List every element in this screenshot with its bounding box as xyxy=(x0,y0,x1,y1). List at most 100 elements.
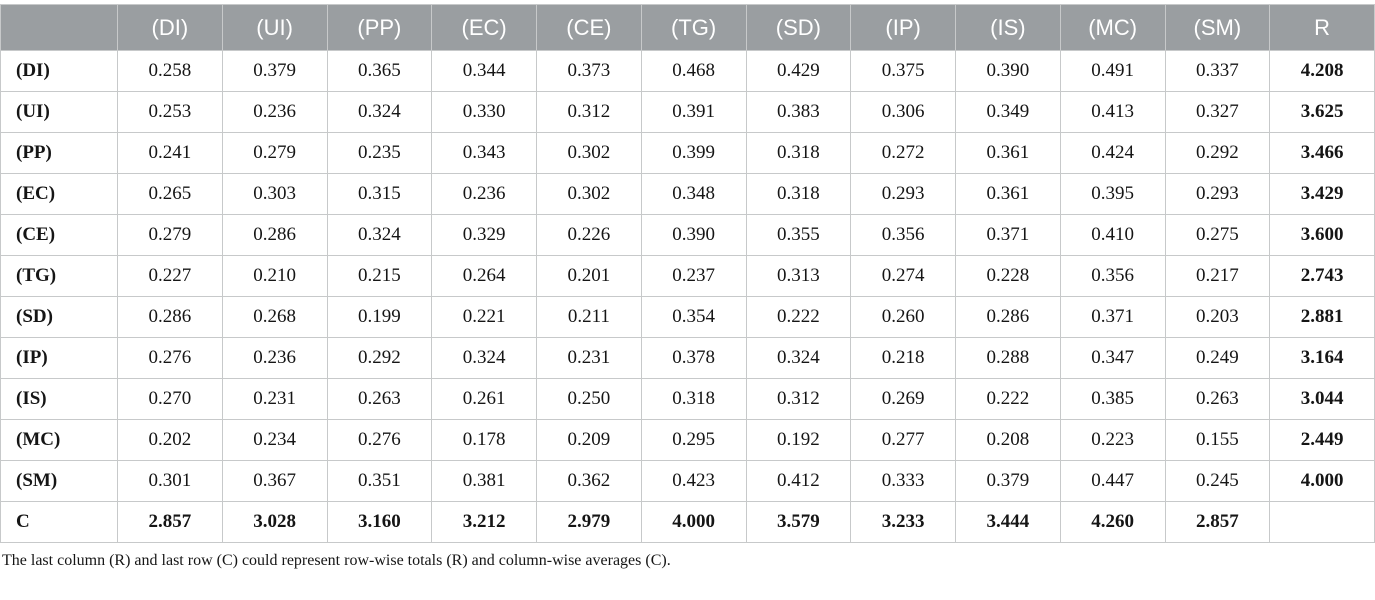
table-cell: 0.312 xyxy=(536,91,642,133)
table-cell: 3.444 xyxy=(955,501,1061,543)
table-cell: 0.373 xyxy=(536,50,642,92)
table-cell: 0.379 xyxy=(221,50,328,92)
table-cell: 0.318 xyxy=(745,173,852,215)
table-cell: 0.330 xyxy=(431,91,537,133)
table-cell: 0.424 xyxy=(1059,132,1166,174)
table-cell: 0.268 xyxy=(221,296,328,338)
table-cell: 0.236 xyxy=(221,91,328,133)
table-cell: 0.327 xyxy=(1164,91,1271,133)
table-cell: 0.261 xyxy=(431,378,537,420)
table-cell: 0.429 xyxy=(745,50,852,92)
table-cell: 0.192 xyxy=(745,419,852,461)
table-cell: 3.625 xyxy=(1269,91,1375,133)
table-cell: 0.313 xyxy=(745,255,852,297)
column-header: (SM) xyxy=(1164,4,1271,51)
table-cell: 0.356 xyxy=(850,214,956,256)
table-row: (UI) 0.253 0.236 0.324 0.330 0.312 0.391 0.383 0… xyxy=(0,91,1375,133)
table-row: (IS) 0.270 0.231 0.263 0.261 0.250 0.318 0.312 0… xyxy=(0,378,1375,420)
table-row: (PP) 0.241 0.279 0.235 0.343 0.302 0.399 0.318 0… xyxy=(0,132,1375,174)
table-cell: 4.000 xyxy=(640,501,747,543)
table-cell: 0.218 xyxy=(850,337,956,379)
table-row: (IP) 0.276 0.236 0.292 0.324 0.231 0.378 0.324 0… xyxy=(0,337,1375,379)
table-cell: 0.381 xyxy=(431,460,537,502)
table-cell: 2.743 xyxy=(1269,255,1375,297)
table-cell: 0.237 xyxy=(640,255,747,297)
table-cell: 0.324 xyxy=(431,337,537,379)
correlation-matrix-table: (DI) (UI) (PP) (EC) (CE) (TG) (SD) (IP) (IS) (MC)… xyxy=(0,4,1375,543)
table-body: (DI) 0.258 0.379 0.365 0.344 0.373 0.468 0.429 0… xyxy=(0,50,1375,543)
table-cell: 0.292 xyxy=(1164,132,1271,174)
table-row: (SM) 0.301 0.367 0.351 0.381 0.362 0.423 0.412 0… xyxy=(0,460,1375,502)
column-header: (IS) xyxy=(955,4,1061,51)
table-cell: 0.324 xyxy=(745,337,852,379)
table-cell: 0.468 xyxy=(640,50,747,92)
table-cell: 3.233 xyxy=(850,501,956,543)
table-cell: 0.399 xyxy=(640,132,747,174)
table-cell: 0.263 xyxy=(326,378,433,420)
table-cell: 0.301 xyxy=(117,460,223,502)
table-cell: 0.292 xyxy=(326,337,433,379)
table-cell: 0.235 xyxy=(326,132,433,174)
table-cell: 0.288 xyxy=(955,337,1061,379)
table-cell: 0.383 xyxy=(745,91,852,133)
table-cell: 0.491 xyxy=(1059,50,1166,92)
column-header: (SD) xyxy=(745,4,852,51)
table-cell: 2.449 xyxy=(1269,419,1375,461)
table-cell: 0.228 xyxy=(955,255,1061,297)
table-cell: 0.279 xyxy=(117,214,223,256)
table-cell: 4.000 xyxy=(1269,460,1375,502)
table-cell: 0.210 xyxy=(221,255,328,297)
row-header: (SD) xyxy=(0,296,118,338)
table-footnote: The last column (R) and last row (C) cou… xyxy=(2,552,671,569)
table-cell: 0.275 xyxy=(1164,214,1271,256)
table-cell: 0.318 xyxy=(640,378,747,420)
table-cell: 0.276 xyxy=(326,419,433,461)
table-cell: 0.279 xyxy=(221,132,328,174)
table-cell: 2.881 xyxy=(1269,296,1375,338)
table-header: (DI) (UI) (PP) (EC) (CE) (TG) (SD) (IP) (IS) (MC)… xyxy=(0,4,1375,51)
table-cell: 0.215 xyxy=(326,255,433,297)
table-cell: 0.272 xyxy=(850,132,956,174)
row-header: (CE) xyxy=(0,214,118,256)
table-cell: 0.286 xyxy=(955,296,1061,338)
table-cell: 0.265 xyxy=(117,173,223,215)
table-cell: 0.276 xyxy=(117,337,223,379)
table-cell: 0.318 xyxy=(745,132,852,174)
table-cell: 0.227 xyxy=(117,255,223,297)
table-cell: 0.264 xyxy=(431,255,537,297)
table-cell: 0.344 xyxy=(431,50,537,92)
table-cell: 0.343 xyxy=(431,132,537,174)
table-cell: 0.379 xyxy=(955,460,1061,502)
table-cell: 0.302 xyxy=(536,173,642,215)
table-cell: 0.413 xyxy=(1059,91,1166,133)
table-cell: 0.295 xyxy=(640,419,747,461)
table-cell: 0.277 xyxy=(850,419,956,461)
table-cell: 0.324 xyxy=(326,91,433,133)
corner-cell xyxy=(0,4,118,51)
table-cell: 0.250 xyxy=(536,378,642,420)
table-cell: 3.600 xyxy=(1269,214,1375,256)
table-cell: 0.365 xyxy=(326,50,433,92)
row-header: (IP) xyxy=(0,337,118,379)
column-header: (UI) xyxy=(221,4,328,51)
column-header: (DI) xyxy=(117,4,223,51)
table-cell: 0.293 xyxy=(850,173,956,215)
column-header: (EC) xyxy=(431,4,537,51)
table-cell: 0.333 xyxy=(850,460,956,502)
column-header: R xyxy=(1269,4,1375,51)
table-cell: 0.375 xyxy=(850,50,956,92)
table-cell: 0.410 xyxy=(1059,214,1166,256)
table-cell: 0.349 xyxy=(955,91,1061,133)
table-cell: 0.209 xyxy=(536,419,642,461)
table-cell: 0.412 xyxy=(745,460,852,502)
table-cell: 0.249 xyxy=(1164,337,1271,379)
table-cell: 3.466 xyxy=(1269,132,1375,174)
table-container: (DI) (UI) (PP) (EC) (CE) (TG) (SD) (IP) (IS) (MC)… xyxy=(0,4,1375,543)
table-cell xyxy=(1269,501,1375,543)
table-cell: 0.245 xyxy=(1164,460,1271,502)
row-header: C xyxy=(0,501,118,543)
table-cell: 0.201 xyxy=(536,255,642,297)
table-cell: 0.155 xyxy=(1164,419,1271,461)
table-cell: 0.395 xyxy=(1059,173,1166,215)
row-header: (UI) xyxy=(0,91,118,133)
